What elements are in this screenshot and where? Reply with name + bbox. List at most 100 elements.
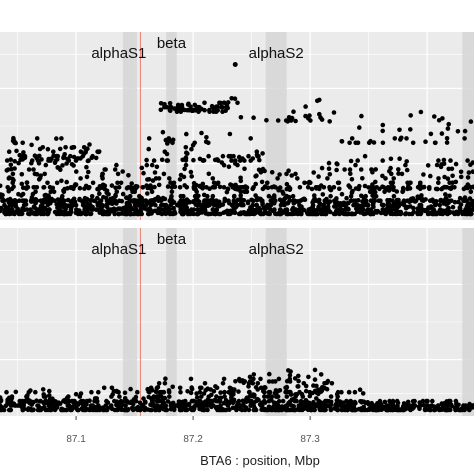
top-data-point [327,172,333,177]
bottom-data-point [328,394,334,399]
top-data-point [60,193,65,199]
top-data-point [59,136,64,141]
top-data-point [392,136,398,141]
top-panel: alphaS1betaalphaS2kapp [0,32,474,220]
top-data-point [362,211,367,217]
top-data-point [45,146,51,152]
bottom-data-point [199,385,204,391]
top-data-point [363,193,369,199]
top-data-point [144,157,149,163]
top-data-point [2,202,7,208]
bottom-data-point [311,399,316,405]
top-data-point [16,160,21,166]
bottom-data-point [157,407,162,413]
top-data-point [226,164,232,169]
top-data-point [152,170,158,175]
top-data-point [298,206,303,211]
top-data-point [46,158,51,163]
top-data-point [446,166,452,172]
top-data-point [321,211,327,217]
top-data-point [88,198,93,203]
bottom-data-point [38,398,43,404]
top-data-point [2,210,7,215]
top-data-point [328,193,333,199]
bottom-data-point [240,378,245,383]
bottom-data-point [202,407,207,413]
top-data-point [250,186,255,192]
top-data-point [382,210,388,216]
top-data-point [465,211,471,217]
top-data-point [71,202,76,208]
top-data-point [205,211,211,217]
top-data-point [448,158,453,163]
top-data-point [144,162,150,168]
top-data-point [222,198,227,204]
bottom-data-point [270,379,276,384]
top-data-point [411,205,416,211]
bottom-data-point [360,391,366,396]
top-data-point [63,205,68,210]
bottom-data-point [199,394,204,399]
bottom-data-point [215,407,220,413]
bottom-data-point [418,403,424,408]
top-gene-label-alphaS1: alphaS1 [91,45,146,62]
top-data-point [120,191,126,197]
top-data-point [265,180,270,186]
top-data-point [152,184,157,190]
top-data-point [128,185,133,190]
top-data-point [5,185,10,190]
bottom-data-point [448,407,453,413]
top-data-point [40,145,46,150]
bottom-data-point [105,400,111,405]
bottom-data-point [357,387,363,393]
bottom-data-point [303,404,309,410]
bottom-data-point [145,407,151,412]
bottom-data-point [122,390,128,396]
top-data-point [344,211,350,217]
top-data-point [284,211,290,217]
bottom-panel: alphaS1betaalphaS2kapp [0,228,474,416]
bottom-data-point [324,403,329,409]
bottom-data-point [171,406,177,412]
top-data-point [210,104,215,110]
top-data-point [310,202,316,208]
top-data-point [380,158,386,163]
top-data-point [444,140,450,145]
bottom-data-point [47,388,52,394]
top-data-point [45,180,50,186]
top-data-point [56,208,62,213]
bottom-data-point [358,406,364,411]
bottom-data-point [161,400,166,406]
top-data-point [169,189,175,195]
top-data-point [32,153,38,158]
bottom-data-point [444,403,449,409]
bottom-data-point [197,389,203,395]
top-data-point [309,186,315,192]
bottom-data-point [186,402,191,407]
top-data-point [453,161,459,167]
bottom-data-point [5,400,10,406]
top-data-point [346,207,351,212]
top-data-point [37,207,42,212]
bottom-data-point [232,387,237,392]
top-data-point [0,208,3,214]
bottom-data-point [116,389,121,395]
bottom-data-point [258,385,264,391]
top-data-point [151,158,157,163]
bottom-data-point [262,394,267,399]
bottom-data-point [394,398,400,404]
top-data-point [189,146,194,152]
top-data-point [54,153,59,159]
top-data-point [212,201,218,206]
top-data-point [60,163,65,168]
bottom-data-point [183,406,189,412]
top-data-point [293,118,298,124]
top-data-point [218,100,224,106]
top-data-point [337,211,342,217]
top-data-point [269,170,275,175]
bottom-data-point [7,395,12,401]
top-data-point [185,151,190,156]
top-data-point [431,211,437,216]
top-data-point [311,170,317,175]
